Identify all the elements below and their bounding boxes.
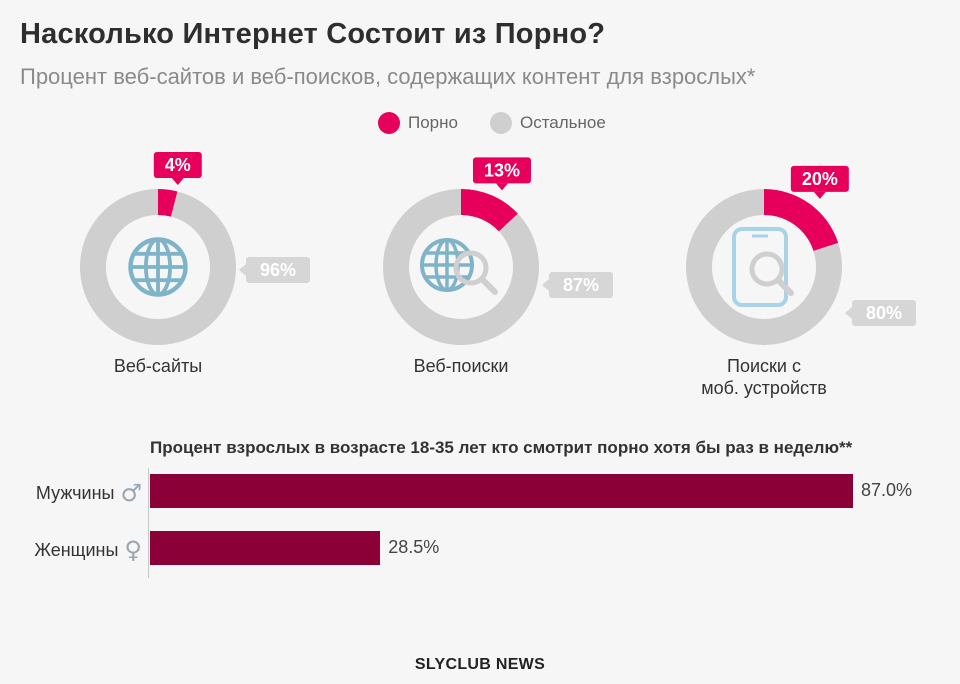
donut-slice-porn-mobile-searches [764, 189, 839, 251]
donut-label-line: Веб-поиски [413, 356, 509, 376]
donut-slice-rest-web-searches [383, 189, 539, 345]
donut-chart-mobile-searches: 20% 80% Поиски с моб. устройств [644, 150, 916, 410]
chart-title: Насколько Интернет Состоит из Порно? [20, 18, 606, 50]
bar-value-women: 28.5% [388, 537, 440, 557]
donut-slice-rest-mobile-searches [686, 189, 842, 345]
bar-chart-title: Процент взрослых в возрасте 18-35 лет кт… [150, 438, 853, 457]
donut-label-line: Поиски с [727, 356, 801, 376]
svg-text:4%: 4% [165, 155, 191, 175]
globe-icon [128, 237, 188, 297]
svg-text:13%: 13% [484, 160, 520, 180]
legend-swatch-rest [489, 112, 512, 134]
svg-text:20%: 20% [802, 169, 838, 189]
bar-category-label-women: Женщины [34, 539, 119, 560]
male-symbol-icon: ♂ [120, 479, 142, 507]
bar-category-men: Мужчины ♂ [36, 479, 142, 507]
bar-men [150, 474, 853, 508]
bar-row-men: Мужчины ♂ 87.0% [0, 474, 960, 508]
legend-item-rest: Остальное [489, 112, 606, 134]
porn-percent-label-mobile-searches: 20% [790, 165, 849, 199]
donut-label-line: моб. устройств [701, 378, 827, 398]
svg-text:80%: 80% [866, 303, 902, 323]
donut-hole [713, 216, 815, 318]
female-symbol-icon: ♀ [124, 536, 142, 564]
bar-row-women: Женщины ♀ 28.5% [0, 531, 960, 565]
porn-percent-label-websites: 4% [153, 152, 202, 185]
chart-subtitle: Процент веб-сайтов и веб-поисков, содерж… [20, 64, 756, 89]
donut-slice-rest-websites [80, 189, 236, 345]
legend-swatch-porn [378, 112, 400, 134]
rest-percent-label-websites: 96% [239, 257, 310, 283]
donut-svg-web-searches: 13% 87% [383, 157, 613, 345]
donut-label-web-searches: Веб-поиски [341, 355, 581, 377]
donut-svg-websites: 4% 96% [80, 152, 310, 345]
svg-text:96%: 96% [260, 260, 296, 280]
donut-label-line: Веб-сайты [113, 356, 203, 376]
footer-brand: SLYCLUB NEWS [414, 656, 546, 673]
bar-category-label-men: Мужчины [35, 482, 115, 503]
porn-percent-label-web-searches: 13% [472, 157, 531, 191]
bar-value-men: 87.0% [860, 480, 912, 500]
donut-label-mobile-searches: Поиски с моб. устройств [644, 355, 884, 399]
svg-text:87%: 87% [563, 275, 599, 295]
bar-women [150, 531, 381, 565]
donut-svg-mobile-searches: 20% 80% [686, 165, 916, 345]
donut-hole [410, 216, 512, 318]
legend: Порно Остальное [378, 112, 628, 134]
legend-label-rest: Остальное [519, 113, 606, 132]
phone-search-icon [732, 227, 794, 307]
donut-slice-porn-websites [158, 189, 178, 217]
bar-category-women: Женщины ♀ [34, 536, 142, 564]
bar-axis-line [148, 468, 149, 578]
donut-slice-porn-web-searches [461, 189, 518, 232]
donut-chart-web-searches: 13% 87% Веб-поиски [341, 150, 613, 410]
donut-chart-websites: 4% 96% Веб-сайты [38, 150, 310, 410]
donut-label-websites: Веб-сайты [38, 355, 278, 377]
legend-label-porn: Порно [408, 113, 458, 132]
rest-percent-label-web-searches: 87% [542, 272, 613, 298]
globe-search-icon [420, 238, 498, 295]
legend-item-porn: Порно [378, 112, 458, 134]
rest-percent-label-mobile-searches: 80% [845, 300, 916, 326]
